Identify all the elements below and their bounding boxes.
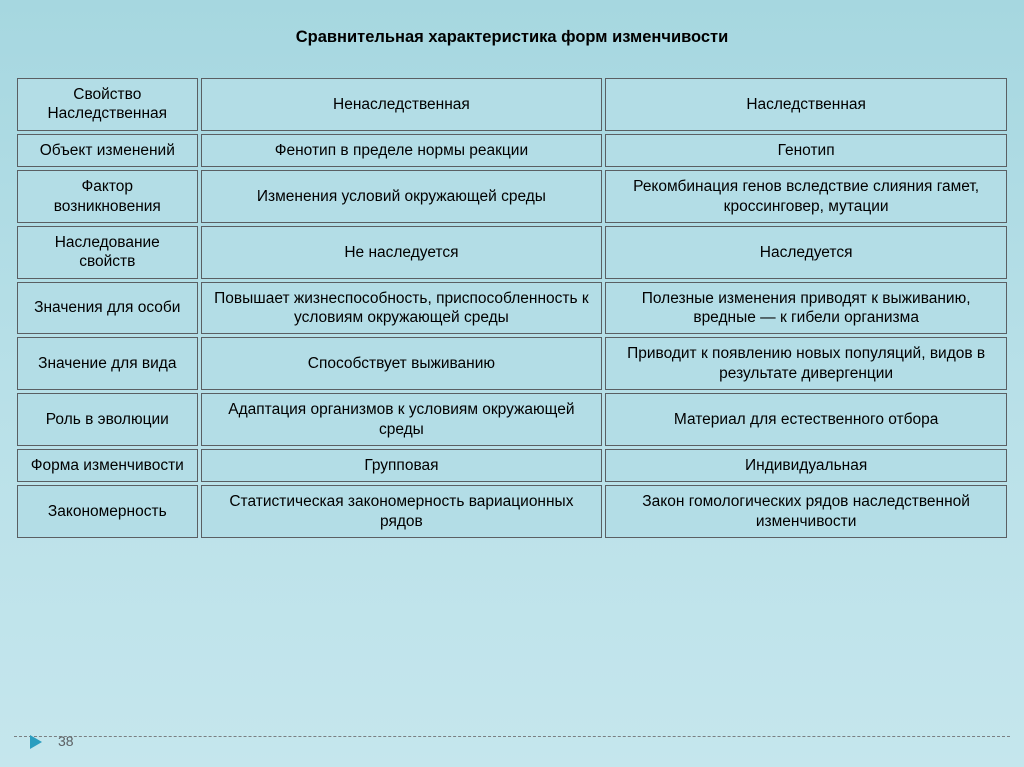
- cell-property: Закономерность: [17, 485, 198, 538]
- cell-property: Наследование свойств: [17, 226, 198, 279]
- comparison-table: Свойство Наследственная Ненаследственная…: [14, 75, 1010, 541]
- cell-nonhereditary: Статистическая закономерность вариационн…: [201, 485, 603, 538]
- cell-nonhereditary: Повышает жизнеспособность, приспособленн…: [201, 282, 603, 335]
- cell-hereditary: Генотип: [605, 134, 1007, 167]
- slide-title: Сравнительная характеристика форм изменч…: [14, 28, 1010, 47]
- cell-nonhereditary: Фенотип в пределе нормы реакции: [201, 134, 603, 167]
- cell-property: Роль в эволюции: [17, 393, 198, 446]
- cell-hereditary: Наследуется: [605, 226, 1007, 279]
- table-row: Фактор возникновения Изменения условий о…: [17, 170, 1007, 223]
- cell-property: Фактор возникновения: [17, 170, 198, 223]
- table-row: Значения для особи Повышает жизнеспособн…: [17, 282, 1007, 335]
- table-body: Свойство Наследственная Ненаследственная…: [17, 78, 1007, 538]
- cell-hereditary: Закон гомологических рядов наследственно…: [605, 485, 1007, 538]
- cell-nonhereditary: Изменения условий окружающей среды: [201, 170, 603, 223]
- cell-nonhereditary: Ненаследственная: [201, 78, 603, 131]
- cell-hereditary: Наследственная: [605, 78, 1007, 131]
- slide-number: 38: [58, 733, 74, 749]
- footer-divider: [14, 736, 1010, 737]
- cell-hereditary: Полезные изменения приводят к выживанию,…: [605, 282, 1007, 335]
- table-row: Форма изменчивости Групповая Индивидуаль…: [17, 449, 1007, 482]
- cell-property: Объект изменений: [17, 134, 198, 167]
- cell-property: Значение для вида: [17, 337, 198, 390]
- table-row: Свойство Наследственная Ненаследственная…: [17, 78, 1007, 131]
- play-arrow-icon: [30, 735, 42, 749]
- cell-hereditary: Индивидуальная: [605, 449, 1007, 482]
- table-row: Значение для вида Способствует выживанию…: [17, 337, 1007, 390]
- cell-property: Форма изменчивости: [17, 449, 198, 482]
- cell-hereditary: Рекомбинация генов вследствие слияния га…: [605, 170, 1007, 223]
- cell-nonhereditary: Групповая: [201, 449, 603, 482]
- cell-property: Значения для особи: [17, 282, 198, 335]
- cell-property: Свойство Наследственная: [17, 78, 198, 131]
- cell-nonhereditary: Не наследуется: [201, 226, 603, 279]
- table-row: Наследование свойств Не наследуется Насл…: [17, 226, 1007, 279]
- table-row: Закономерность Статистическая закономерн…: [17, 485, 1007, 538]
- table-row: Объект изменений Фенотип в пределе нормы…: [17, 134, 1007, 167]
- cell-nonhereditary: Адаптация организмов к условиям окружающ…: [201, 393, 603, 446]
- cell-nonhereditary: Способствует выживанию: [201, 337, 603, 390]
- table-row: Роль в эволюции Адаптация организмов к у…: [17, 393, 1007, 446]
- cell-hereditary: Материал для естественного отбора: [605, 393, 1007, 446]
- cell-hereditary: Приводит к появлению новых популяций, ви…: [605, 337, 1007, 390]
